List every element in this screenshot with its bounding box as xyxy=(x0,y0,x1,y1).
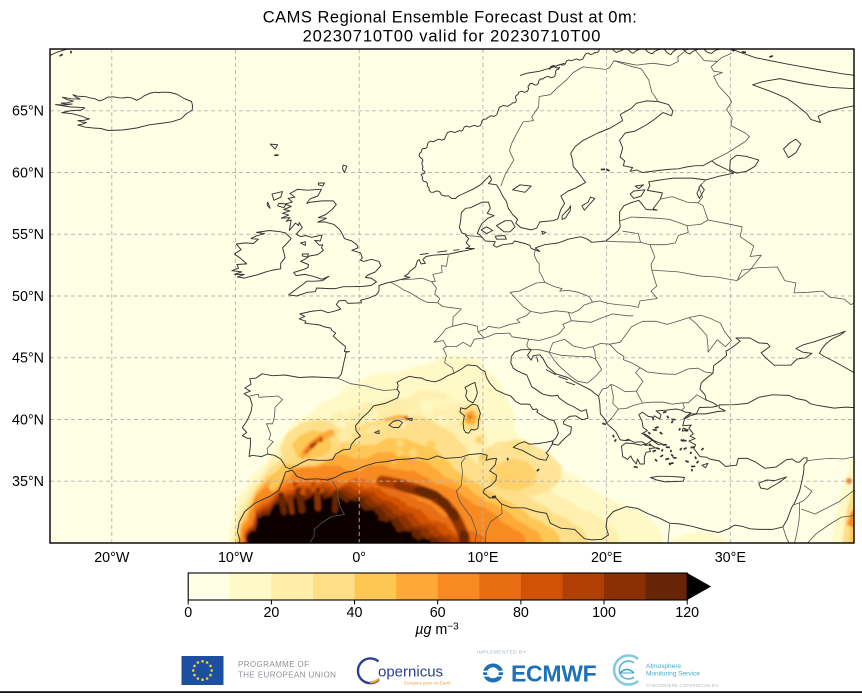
svg-text:20°W: 20°W xyxy=(94,550,130,566)
svg-text:PROGRAMME OF: PROGRAMME OF xyxy=(238,660,309,669)
svg-text:CAMS Regional Ensemble Forecas: CAMS Regional Ensemble Forecast Dust at … xyxy=(263,9,638,27)
svg-text:50°N: 50°N xyxy=(12,289,44,305)
svg-text:Atmosphere: Atmosphere xyxy=(646,663,681,670)
svg-text:60: 60 xyxy=(430,605,446,621)
svg-text:40: 40 xyxy=(347,605,363,621)
svg-text:20230710T00 valid for 20230710: 20230710T00 valid for 20230710T00 xyxy=(303,28,602,46)
svg-text:45°N: 45°N xyxy=(12,351,44,367)
svg-text:55°N: 55°N xyxy=(12,227,44,243)
svg-text:35°N: 35°N xyxy=(12,474,44,490)
svg-text:0: 0 xyxy=(184,605,192,621)
svg-text:120: 120 xyxy=(675,605,699,621)
svg-text:Monitoring Service: Monitoring Service xyxy=(646,671,700,678)
svg-text:THE EUROPEAN UNION: THE EUROPEAN UNION xyxy=(238,671,336,680)
svg-text:10°E: 10°E xyxy=(467,550,498,566)
svg-text:Europe's eyes on Earth: Europe's eyes on Earth xyxy=(404,681,451,686)
svg-text:ATMOSPHERE.COPERNICUS.EU: ATMOSPHERE.COPERNICUS.EU xyxy=(646,683,718,688)
svg-text:60°N: 60°N xyxy=(12,165,44,181)
svg-text:65°N: 65°N xyxy=(12,104,44,120)
svg-text:30°E: 30°E xyxy=(715,550,746,566)
svg-text:80: 80 xyxy=(513,605,529,621)
svg-text:10°W: 10°W xyxy=(218,550,254,566)
svg-text:20°E: 20°E xyxy=(591,550,622,566)
svg-text:opernicus: opernicus xyxy=(378,664,443,681)
svg-text:IMPLEMENTED BY: IMPLEMENTED BY xyxy=(477,650,527,656)
svg-text:40°N: 40°N xyxy=(12,412,44,428)
svg-text:20: 20 xyxy=(263,605,279,621)
svg-text:0°: 0° xyxy=(352,550,366,566)
svg-text:ECMWF: ECMWF xyxy=(511,661,597,687)
svg-text:100: 100 xyxy=(592,605,616,621)
